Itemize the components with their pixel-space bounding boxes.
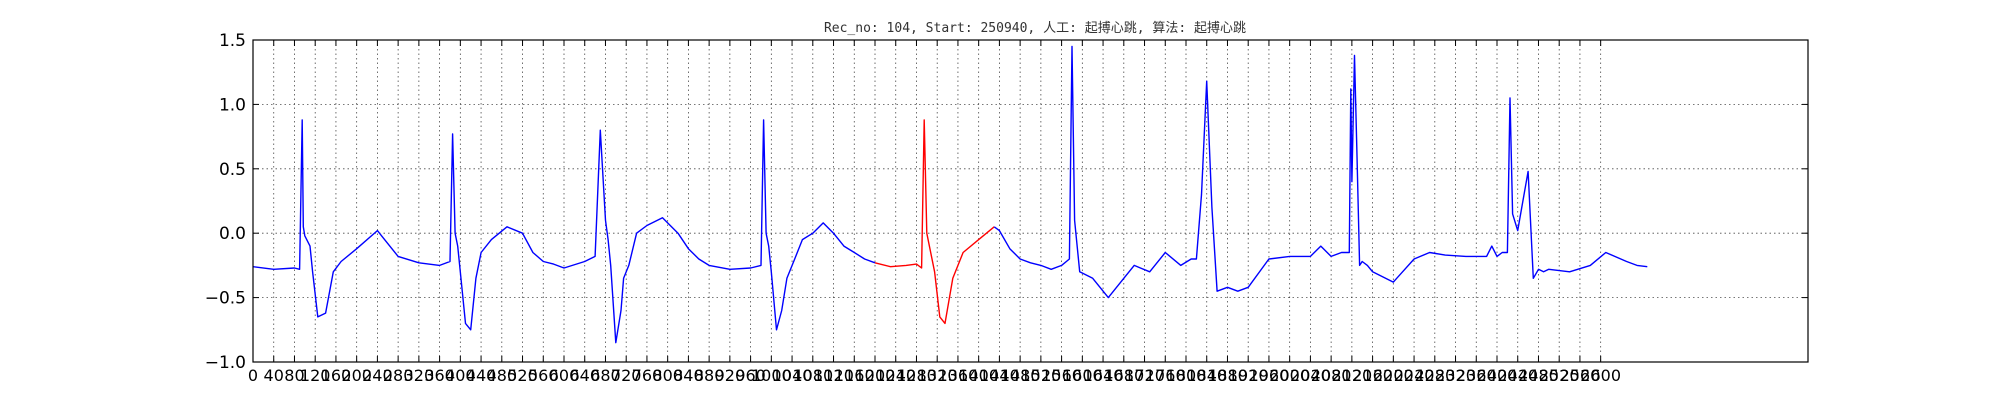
x-tick-label: 2320 [1435,366,1476,385]
x-tick-label: 2360 [1456,366,1497,385]
x-tick-label: 1080 [792,366,833,385]
y-axis-ticks: 1.5 1.0 0.5 0.0 −0.5 −1.0 [205,31,1808,373]
x-tick-label: 520 [507,366,538,385]
x-tick-label: 440 [466,366,497,385]
x-tick-label: 1760 [1145,366,1186,385]
x-tick-label: 1360 [938,366,979,385]
series-line-2 [874,119,995,325]
x-tick-label: 200 [341,366,372,385]
x-tick-label: 1040 [772,366,813,385]
x-tick-label: 1400 [958,366,999,385]
y-tick-label: 0.5 [219,160,246,180]
y-tick-label: −1.0 [205,353,246,373]
series-layer [252,45,1648,344]
x-tick-label: 1960 [1249,366,1290,385]
x-tick-label: 1000 [751,366,792,385]
x-tick-label: 40 [264,366,284,385]
x-tick-label: 1160 [834,366,875,385]
x-tick-label: 80 [284,366,304,385]
x-tick-label: 800 [652,366,683,385]
x-tick-label: 360 [424,366,455,385]
series-line-3 [993,45,1648,299]
x-tick-label: 1240 [875,366,916,385]
x-tick-label: 2000 [1269,366,1310,385]
x-tick-label: 760 [632,366,663,385]
y-tick-label: 1.5 [219,31,246,51]
chart-title: Rec_no: 104, Start: 250940, 人工: 起搏心跳, 算法… [824,20,1246,36]
x-tick-label: 840 [673,366,704,385]
x-tick-label: 1920 [1228,366,1269,385]
x-tick-label: 240 [362,366,393,385]
y-tick-label: 1.0 [219,95,246,115]
x-tick-label: 720 [611,366,642,385]
x-tick-label: 1200 [855,366,896,385]
grid [253,40,1808,362]
x-tick-label: 2440 [1497,366,1538,385]
x-tick-label: 2080 [1311,366,1352,385]
x-tick-label: 1280 [896,366,937,385]
x-tick-label: 2600 [1580,366,1621,385]
x-tick-label: 920 [715,366,746,385]
x-tick-label: 1720 [1124,366,1165,385]
x-tick-label: 1520 [1021,366,1062,385]
x-tick-label: 320 [404,366,435,385]
x-tick-label: 2400 [1477,366,1518,385]
x-tick-label: 2240 [1394,366,1435,385]
x-tick-label: 2040 [1290,366,1331,385]
x-tick-label: 600 [549,366,580,385]
x-tick-label: 1600 [1062,366,1103,385]
x-tick-label: 1320 [917,366,958,385]
x-tick-label: 960 [735,366,766,385]
x-tick-label: 1640 [1083,366,1124,385]
x-tick-label: 2200 [1373,366,1414,385]
x-tick-label: 1680 [1103,366,1144,385]
x-tick-label: 640 [569,366,600,385]
x-tick-label: 160 [321,366,352,385]
x-tick-label: 2280 [1414,366,1455,385]
x-tick-label: 1800 [1166,366,1207,385]
plot-frame [252,39,1809,363]
x-tick-label: 2560 [1560,366,1601,385]
x-tick-label: 400 [445,366,476,385]
x-tick-label: 280 [383,366,414,385]
x-tick-label: 0 [248,366,258,385]
x-tick-label: 120 [300,366,331,385]
x-tick-label: 1120 [813,366,854,385]
x-tick-label: 880 [694,366,725,385]
x-tick-label: 1440 [979,366,1020,385]
x-axis-ticks: 0 40 8012016020024028032036040044048052056… [248,40,1621,385]
x-tick-label: 2160 [1352,366,1393,385]
x-tick-label: 1560 [1041,366,1082,385]
series-line-1 [252,119,876,344]
x-tick-label: 1880 [1207,366,1248,385]
x-tick-label: 680 [590,366,621,385]
x-tick-label: 560 [528,366,559,385]
x-tick-label: 1480 [1000,366,1041,385]
x-tick-label: 1840 [1186,366,1227,385]
x-tick-label: 2120 [1332,366,1373,385]
x-tick-label: 2520 [1539,366,1580,385]
y-tick-label: 0.0 [219,224,246,244]
y-tick-label: −0.5 [205,289,246,309]
x-tick-label: 2480 [1518,366,1559,385]
x-tick-label: 480 [487,366,518,385]
